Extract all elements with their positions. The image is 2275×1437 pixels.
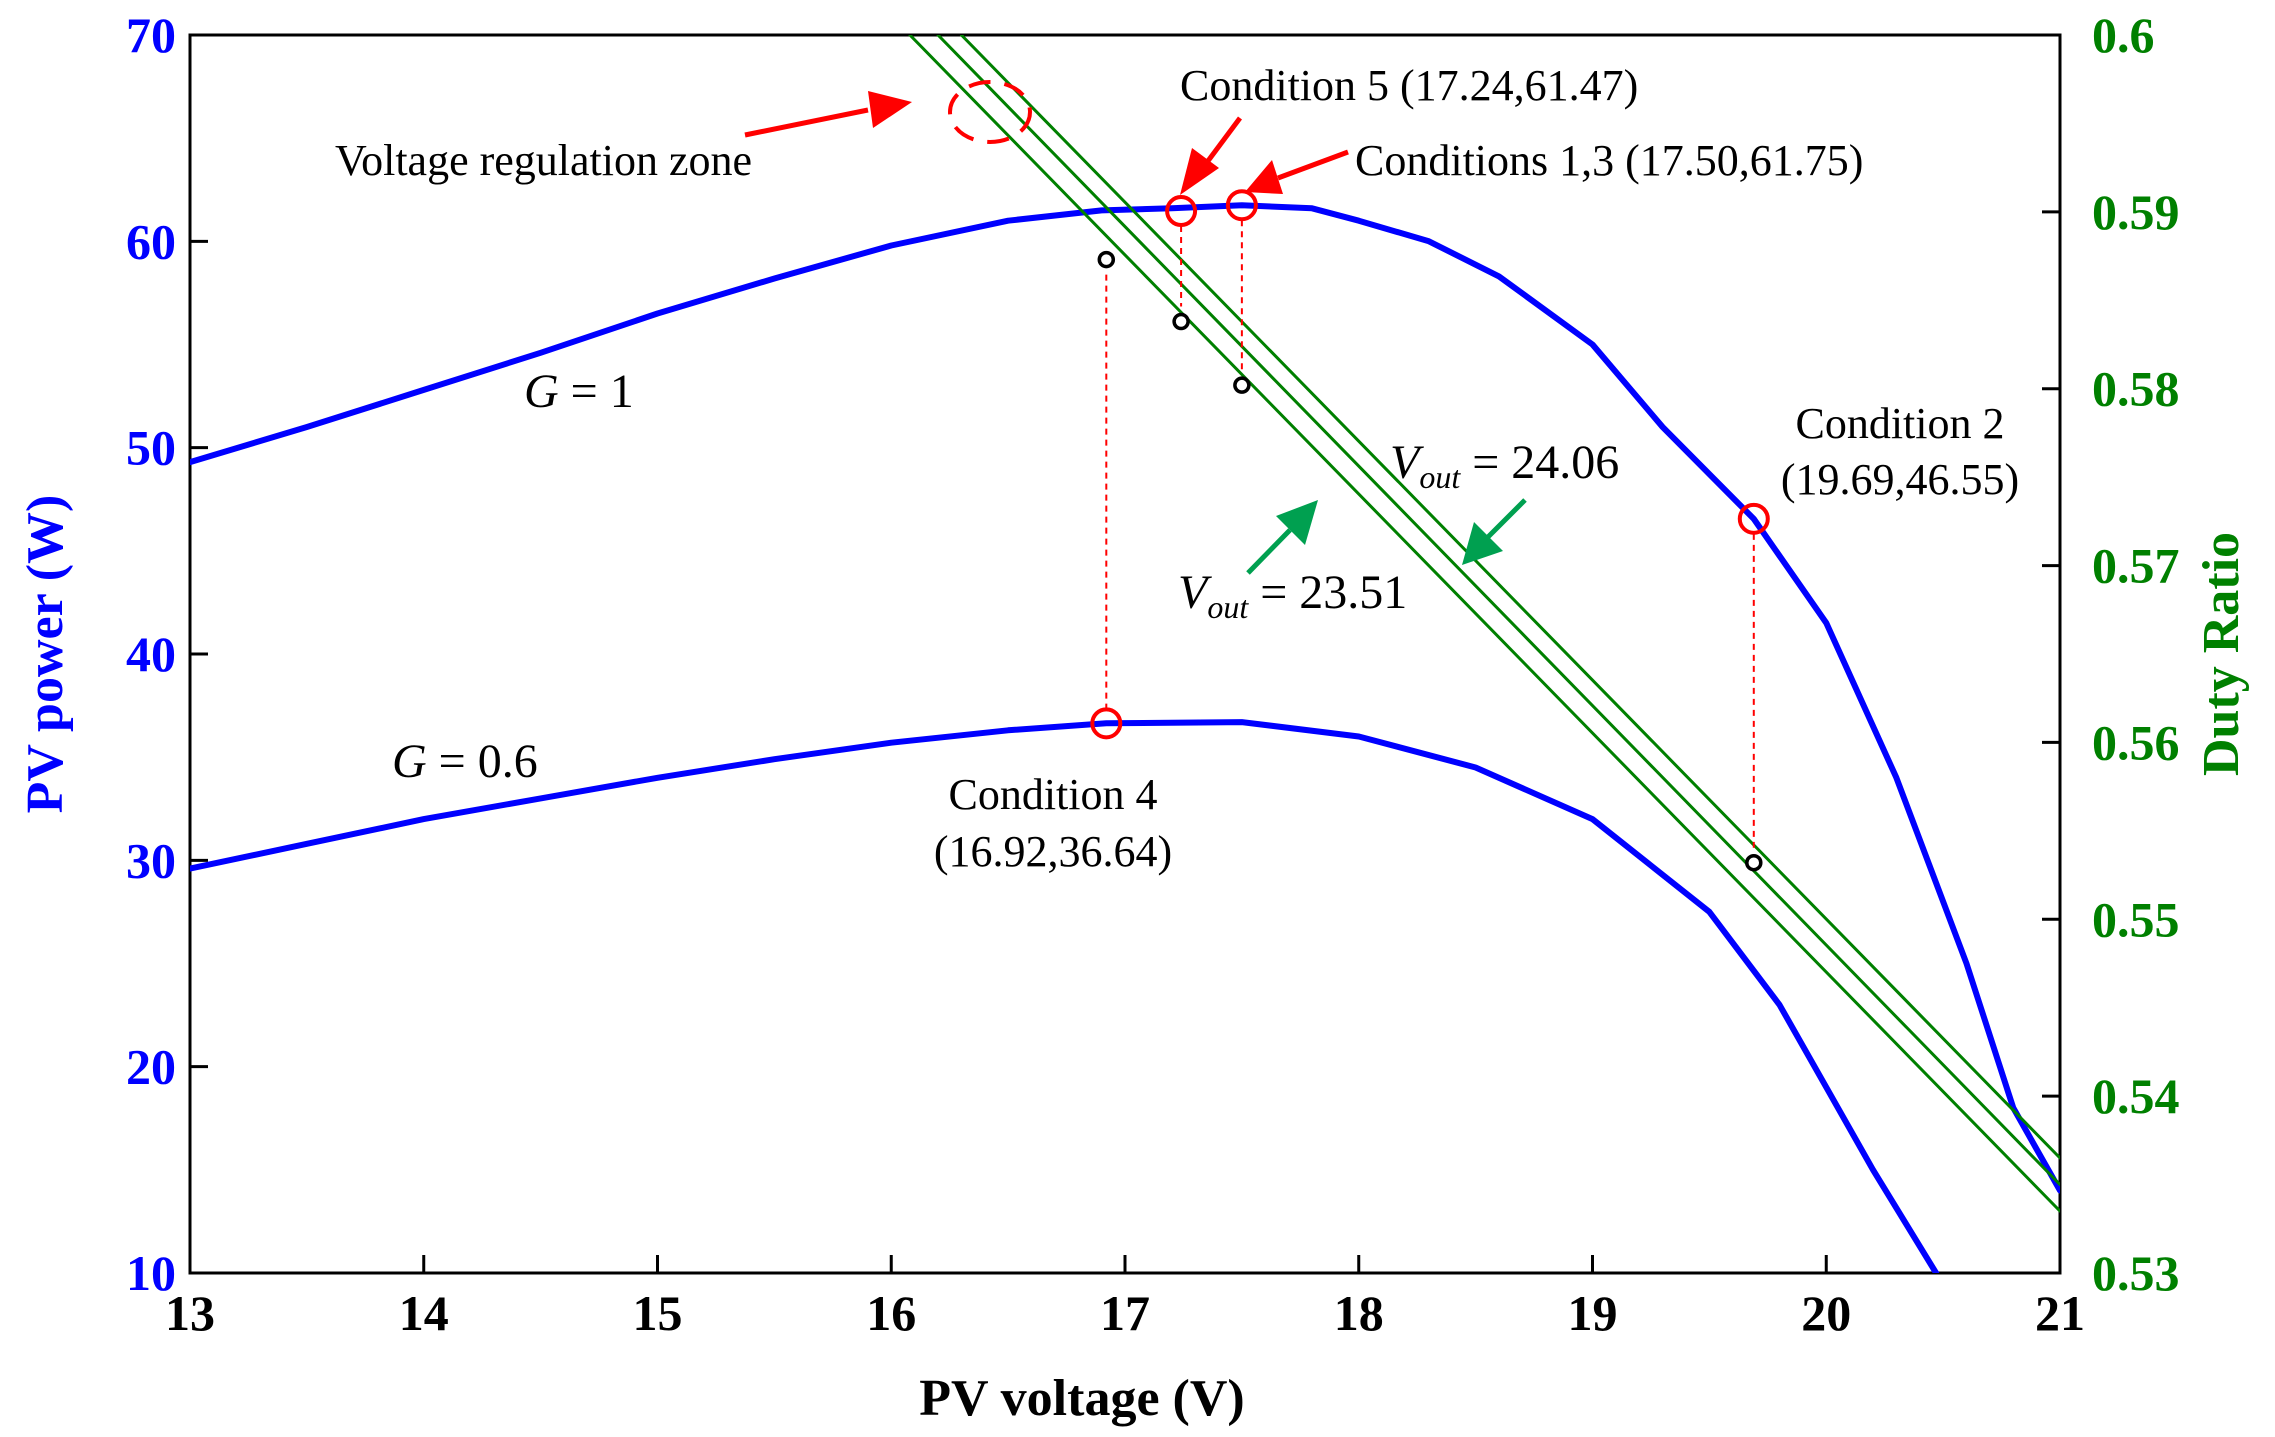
x-axis-label: PV voltage (V): [919, 1370, 1244, 1427]
operating-point-marker: [1225, 189, 1258, 222]
annotation-g-0-6: G = 0.6: [392, 735, 538, 788]
y-left-tick-label: 30: [126, 832, 176, 888]
operating-point-marker: [1165, 195, 1198, 228]
series-line-g-1: [190, 202, 2060, 1194]
dropline-group: [1105, 220, 1755, 848]
regulation-zone-ellipse: [948, 80, 1032, 144]
annotation-vout-24-06: Vout = 24.06: [1390, 436, 1619, 495]
annotation-g-1: G = 1: [524, 365, 634, 418]
x-tick-label: 21: [2035, 1285, 2085, 1341]
y-right-tick-label: 0.57: [2092, 538, 2180, 594]
x-tick-label: 15: [633, 1285, 683, 1341]
series-group: [190, 35, 2060, 1273]
y-left-tick-label: 40: [126, 626, 176, 682]
y-right-axis-label: Duty Ratio: [2193, 532, 2250, 776]
duty-ratio-marker: [1172, 312, 1190, 331]
x-tick-label: 13: [165, 1285, 215, 1341]
annotation-regulation-zone: Voltage regulation zone: [335, 136, 752, 185]
y-left-axis-label: PV power (W): [17, 495, 74, 814]
y-left-tick-label: 60: [126, 213, 176, 269]
annotation-vout-23-51: Vout = 23.51: [1178, 566, 1407, 625]
annotation-condition-4-title: Condition 4: [948, 770, 1157, 819]
x-tick-label: 19: [1568, 1285, 1618, 1341]
arrow-condition-5: [1180, 116, 1243, 195]
x-tick-label: 14: [399, 1285, 449, 1341]
arrow-vout-24-06: [1462, 498, 1527, 565]
marker-group: [1090, 189, 1770, 872]
duty-ratio-marker: [1745, 853, 1763, 872]
series-line-vout-23-51-b: [908, 35, 2060, 1213]
y-left-tick-label: 20: [126, 1039, 176, 1095]
y-right-tick-label: 0.56: [2092, 714, 2180, 770]
annotation-conditions-1-3: Conditions 1,3 (17.50,61.75): [1355, 136, 1863, 185]
arrow-vout-23-51: [1246, 500, 1318, 575]
x-tick-label: 17: [1100, 1285, 1150, 1341]
y-right-tick-label: 0.59: [2092, 184, 2180, 240]
y-left-tick-label: 50: [126, 420, 176, 476]
y-right-tick-label: 0.6: [2092, 7, 2155, 63]
duty-ratio-marker: [1233, 376, 1251, 394]
y-right-axis-ticks: 0.53 0.54 0.55 0.56 0.57 0.58 0.59 0.6: [2042, 7, 2180, 1301]
x-tick-label: 20: [1801, 1285, 1851, 1341]
series-line-vout-24-06: [959, 35, 2060, 1160]
operating-point-marker: [1737, 502, 1770, 535]
y-left-axis-ticks: 10 20 30 40 50 60 70: [126, 7, 208, 1301]
arrow-conditions-1-3: [1245, 149, 1349, 194]
y-left-tick-label: 10: [126, 1245, 176, 1301]
x-tick-label: 16: [866, 1285, 916, 1341]
duty-ratio-marker: [1097, 250, 1116, 269]
x-axis-ticks: 13 14 15 16 17 18 19 20 21: [165, 1255, 2085, 1341]
operating-point-marker: [1090, 707, 1123, 740]
y-right-tick-label: 0.53: [2092, 1245, 2180, 1301]
arrow-regulation-zone: [744, 91, 912, 138]
annotation-condition-5: Condition 5 (17.24,61.47): [1180, 61, 1638, 110]
series-line-vout-23-51-a: [936, 35, 2060, 1187]
y-right-tick-label: 0.55: [2092, 891, 2180, 947]
series-line-g-0-6: [190, 719, 1940, 1273]
annotation-condition-2-title: Condition 2: [1795, 399, 2004, 448]
y-right-tick-label: 0.54: [2092, 1068, 2180, 1124]
y-right-tick-label: 0.58: [2092, 361, 2180, 417]
y-left-tick-label: 70: [126, 7, 176, 63]
annotation-condition-2-coords: (19.69,46.55): [1781, 455, 2019, 504]
x-tick-label: 18: [1334, 1285, 1384, 1341]
annotation-condition-4-coords: (16.92,36.64): [934, 827, 1172, 876]
